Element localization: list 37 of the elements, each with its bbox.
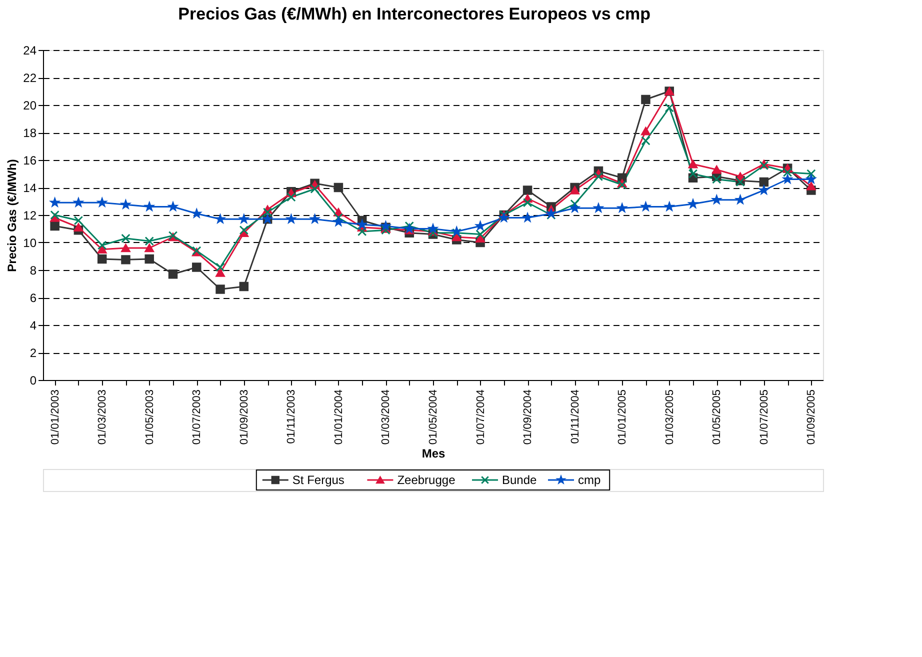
y-tick-label: 24 — [23, 44, 37, 58]
y-tick-label: 0 — [30, 374, 37, 388]
x-tick-label: 01/01/2003 — [49, 390, 62, 445]
y-tick-label: 22 — [23, 71, 37, 85]
x-tick-label: 01/03/2005 — [664, 390, 676, 445]
chart-title: Precios Gas (€/MWh) en Interconectores Europeos vs cmp — [178, 4, 651, 24]
y-tick-label: 16 — [23, 154, 37, 168]
legend-label: Bunde — [502, 473, 538, 487]
x-tick-label: 01/07/2005 — [758, 390, 770, 445]
legend-label: Zeebrugge — [397, 473, 456, 487]
y-tick-label: 14 — [23, 181, 37, 195]
legend-label: St Fergus — [292, 473, 344, 487]
x-tick-label: 01/05/2003 — [144, 390, 156, 445]
x-tick-label: 01/09/2004 — [522, 390, 534, 445]
x-tick-label: 01/07/2003 — [191, 390, 204, 445]
x-tick-label: 01/05/2005 — [711, 390, 724, 445]
x-tick-label: 01/01/2004 — [332, 390, 345, 445]
y-axis-title: Precio Gas (€/MWh) — [5, 159, 20, 272]
x-tick-label: 01/11/2004 — [569, 390, 582, 444]
x-tick-label: 01/09/2005 — [806, 390, 818, 445]
x-tick-label: 01/03/2003 — [96, 390, 109, 445]
x-axis-title: Mes — [422, 446, 446, 461]
y-tick-label: 12 — [23, 208, 37, 222]
y-tick-label: 8 — [30, 264, 37, 278]
y-tick-label: 20 — [23, 98, 37, 112]
x-tick-label: 01/01/2005 — [616, 390, 629, 445]
y-tick-label: 6 — [30, 291, 37, 305]
x-tick-label: 01/05/2004 — [428, 390, 440, 445]
y-tick-label: 4 — [30, 318, 37, 332]
legend-label: cmp — [578, 473, 601, 487]
x-tick-label: 01/09/2003 — [238, 390, 250, 445]
y-tick-label: 10 — [23, 236, 37, 250]
x-tick-label: 01/11/2003 — [286, 390, 298, 444]
y-tick-label: 2 — [30, 346, 37, 360]
x-tick-label: 01/07/2004 — [474, 390, 487, 445]
x-tick-label: 01/03/2004 — [380, 390, 392, 445]
y-tick-label: 18 — [23, 126, 37, 140]
